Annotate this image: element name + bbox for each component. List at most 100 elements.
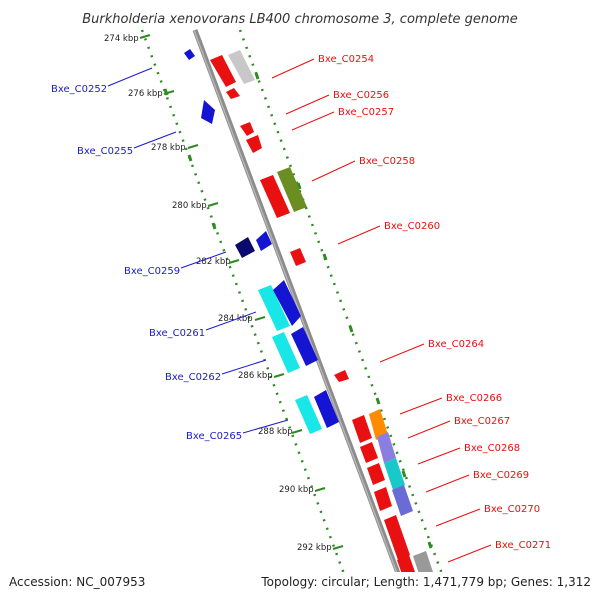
forward-gene-label: Bxe_C0264 (428, 339, 484, 350)
reverse-gene-label: Bxe_C0255 (77, 146, 133, 157)
forward-gene-label: Bxe_C0270 (484, 504, 540, 515)
title-background (60, 6, 540, 28)
forward-label-leader (291, 111, 335, 131)
genome-summary: Topology: circular; Length: 1,471,779 bp… (260, 575, 591, 589)
forward-label-leader (407, 420, 451, 439)
reverse-label-leader (180, 251, 227, 269)
forward-gene-label: Bxe_C0271 (495, 540, 551, 551)
tick-mark (207, 202, 219, 207)
reverse-gene-block (184, 49, 195, 60)
reverse-gene-block (273, 280, 301, 326)
forward-gene-block (246, 135, 262, 153)
forward-label-leader (425, 474, 470, 493)
reverse-gene-label: Bxe_C0262 (165, 372, 221, 383)
reverse-gene-block (258, 285, 290, 331)
forward-gene-label: Bxe_C0268 (464, 443, 520, 454)
reverse-gene-block (291, 327, 318, 366)
reverse-gene-block (295, 395, 322, 434)
forward-gene-block (352, 415, 372, 443)
reverse-gene-block (201, 100, 215, 124)
tick-label: 282 kbp (196, 257, 231, 267)
inner-dotted-track (140, 29, 352, 591)
tick-mark (163, 90, 175, 95)
forward-gene-label: Bxe_C0260 (384, 221, 440, 232)
forward-gene-label: Bxe_C0254 (318, 54, 374, 65)
backbone (192, 29, 411, 600)
tick-mark (187, 144, 199, 149)
tick-label: 274 kbp (104, 34, 139, 44)
forward-gene-block (397, 555, 415, 577)
reverse-label-leader (221, 359, 267, 375)
reverse-gene-label: Bxe_C0252 (51, 84, 107, 95)
reverse-gene-block (256, 231, 272, 251)
tick-label: 288 kbp (258, 427, 293, 437)
footer-background (0, 572, 600, 600)
track-dash (322, 253, 328, 261)
forward-label-leader (379, 343, 425, 363)
tick-mark (139, 34, 151, 39)
forward-label-leader (311, 160, 356, 182)
track-dash (348, 325, 354, 333)
tick-mark (228, 259, 240, 264)
forward-gene-block (392, 485, 413, 516)
tick-mark (273, 373, 285, 378)
forward-gene-block (334, 370, 349, 382)
forward-gene-block (277, 167, 307, 212)
forward-gene-label: Bxe_C0269 (473, 470, 529, 481)
track-dash (375, 397, 381, 405)
forward-gene-block (384, 515, 410, 560)
tick-mark (291, 429, 303, 434)
forward-label-leader (417, 447, 461, 465)
track-dash (211, 222, 217, 230)
tick-label: 280 kbp (172, 201, 207, 211)
track-dash (401, 470, 407, 478)
forward-label-leader (285, 94, 330, 115)
forward-gene-block (228, 50, 255, 84)
reverse-label-leader (242, 419, 289, 434)
tick-mark (254, 316, 266, 321)
forward-gene-block (260, 175, 290, 218)
forward-label-leader (435, 508, 481, 527)
reverse-gene-label: Bxe_C0261 (149, 328, 205, 339)
outer-dotted-track (238, 29, 450, 591)
forward-gene-block (226, 88, 240, 99)
tick-label: 278 kbp (151, 143, 186, 153)
tick-mark (332, 545, 344, 550)
forward-gene-block (367, 463, 385, 485)
reverse-label-leader (107, 67, 153, 87)
forward-gene-block (374, 487, 392, 511)
forward-gene-block (377, 432, 396, 463)
accession-text: Accession: NC_007953 (9, 575, 145, 589)
forward-gene-label: Bxe_C0266 (446, 393, 502, 404)
forward-gene-block (360, 442, 378, 463)
track-dash (296, 182, 302, 190)
track-dash (187, 154, 193, 162)
gene-labels: Bxe_C0252 Bxe_C0255 Bxe_C0259 Bxe_C0261 Bxe_… (51, 54, 551, 563)
reverse-label-leader (205, 311, 257, 331)
forward-gene-label: Bxe_C0256 (333, 90, 389, 101)
tick-label: 286 kbp (238, 371, 273, 381)
tick-label: 276 kbp (128, 89, 163, 99)
reverse-gene-block (235, 237, 255, 258)
forward-label-leader (447, 544, 492, 563)
forward-gene-block (369, 409, 388, 440)
dotted-guides (140, 29, 450, 591)
reverse-gene-block (272, 332, 300, 373)
tick-mark (314, 487, 326, 492)
forward-gene-block (240, 122, 254, 136)
track-dash (427, 541, 433, 549)
page-title: Burkholderia xenovorans LB400 chromosome… (82, 12, 518, 27)
tick-label: 292 kbp (297, 543, 332, 553)
reverse-gene-label: Bxe_C0259 (124, 266, 180, 277)
reverse-gene-label: Bxe_C0265 (186, 431, 242, 442)
track-dash (254, 72, 260, 80)
forward-gene-label: Bxe_C0267 (454, 416, 510, 427)
forward-gene-block (384, 458, 405, 490)
forward-gene-label: Bxe_C0257 (338, 107, 394, 118)
forward-gene-block (210, 55, 236, 87)
reverse-gene-block (314, 390, 339, 428)
reverse-label-leader (133, 131, 177, 149)
forward-gene-block (290, 248, 306, 266)
forward-label-leader (399, 397, 443, 415)
